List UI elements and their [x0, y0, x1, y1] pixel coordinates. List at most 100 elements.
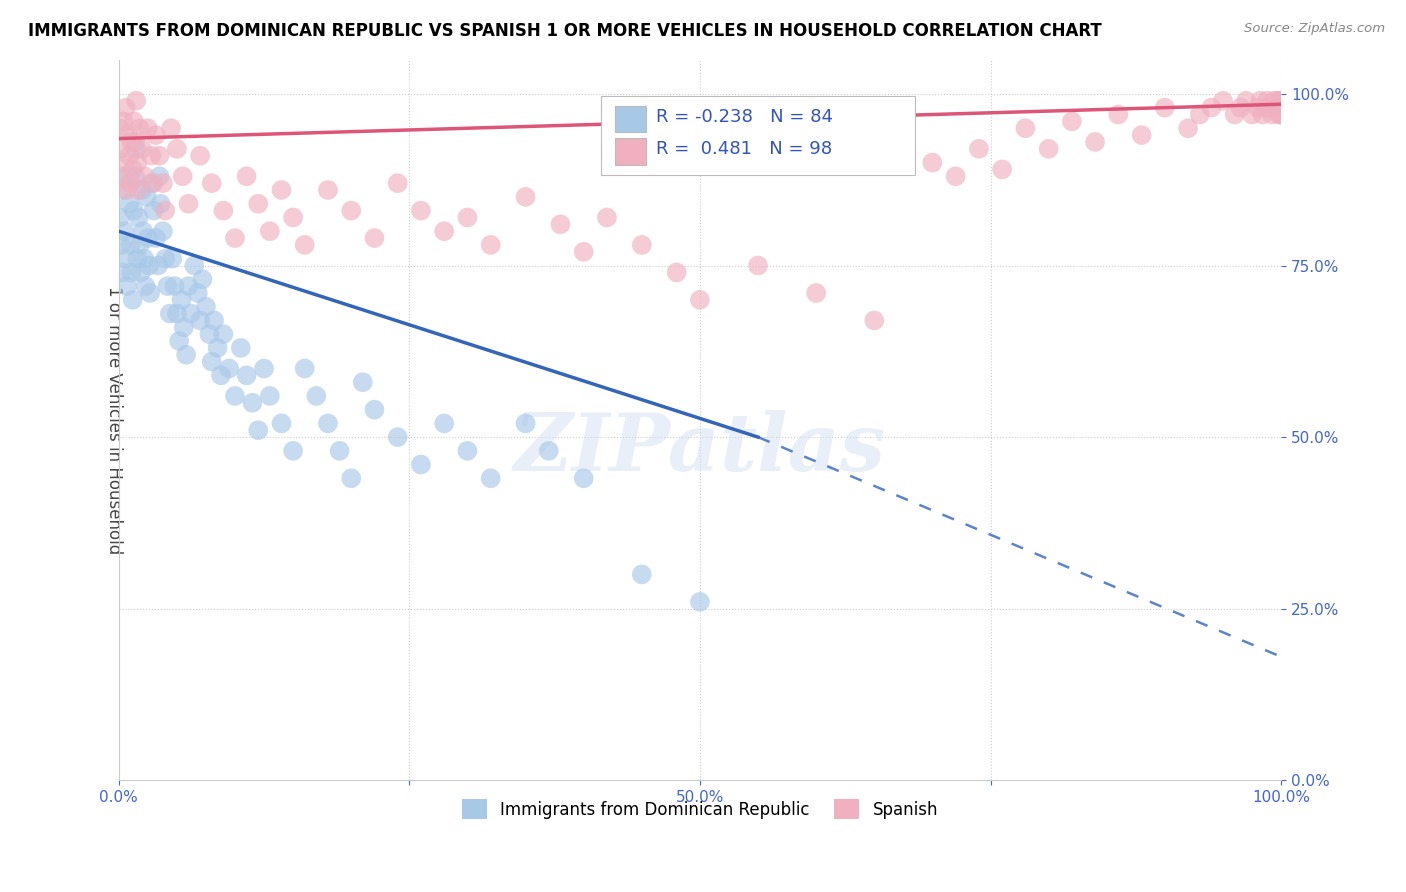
Point — [235, 368, 257, 383]
Point — [201, 176, 224, 190]
Point — [198, 327, 221, 342]
Point — [212, 203, 235, 218]
Point — [142, 203, 165, 218]
Point — [160, 252, 183, 266]
Point — [152, 176, 174, 190]
Point — [127, 155, 149, 169]
Point — [340, 471, 363, 485]
FancyBboxPatch shape — [614, 106, 647, 132]
Point — [209, 368, 232, 383]
Point — [247, 423, 270, 437]
Point — [596, 211, 619, 225]
Point — [148, 169, 170, 184]
Point — [1188, 107, 1211, 121]
Point — [131, 183, 153, 197]
Point — [1240, 107, 1263, 121]
Legend: Immigrants from Dominican Republic, Spanish: Immigrants from Dominican Republic, Span… — [456, 792, 945, 826]
Point — [537, 443, 560, 458]
Point — [128, 121, 150, 136]
Point — [1270, 94, 1292, 108]
Point — [141, 176, 163, 190]
Point — [515, 417, 537, 431]
Text: IMMIGRANTS FROM DOMINICAN REPUBLIC VS SPANISH 1 OR MORE VEHICLES IN HOUSEHOLD CO: IMMIGRANTS FROM DOMINICAN REPUBLIC VS SP… — [28, 22, 1102, 40]
Point — [124, 169, 146, 184]
Point — [1258, 101, 1281, 115]
Point — [1267, 94, 1289, 108]
Point — [177, 279, 200, 293]
Point — [1229, 101, 1251, 115]
Point — [1270, 107, 1292, 121]
Point — [294, 238, 316, 252]
Point — [259, 224, 281, 238]
Point — [316, 183, 339, 197]
Point — [863, 313, 886, 327]
Point — [136, 231, 159, 245]
Point — [456, 443, 478, 458]
Point — [630, 567, 652, 582]
Point — [1270, 101, 1292, 115]
Point — [921, 155, 943, 169]
Point — [1254, 101, 1277, 115]
Point — [433, 224, 456, 238]
Point — [118, 196, 141, 211]
Point — [945, 169, 967, 184]
Point — [128, 211, 150, 225]
Text: ZIPatlas: ZIPatlas — [513, 410, 886, 488]
Point — [117, 128, 139, 142]
Point — [212, 327, 235, 342]
Point — [270, 183, 292, 197]
Point — [242, 396, 264, 410]
Point — [281, 211, 304, 225]
Point — [1270, 94, 1292, 108]
Point — [172, 169, 194, 184]
Point — [1234, 94, 1257, 108]
Point — [149, 196, 172, 211]
Point — [247, 196, 270, 211]
Point — [747, 259, 769, 273]
Point — [207, 341, 229, 355]
Point — [1265, 101, 1288, 115]
Point — [409, 458, 432, 472]
Point — [1201, 101, 1223, 115]
Point — [1153, 101, 1175, 115]
Point — [235, 169, 257, 184]
Point — [1130, 128, 1153, 142]
Point — [259, 389, 281, 403]
Point — [191, 272, 214, 286]
Point — [114, 101, 136, 115]
Point — [134, 252, 156, 266]
Point — [145, 128, 167, 142]
Point — [572, 471, 595, 485]
FancyBboxPatch shape — [614, 138, 647, 165]
Point — [689, 595, 711, 609]
Point — [114, 252, 136, 266]
Point — [630, 238, 652, 252]
Point — [1060, 114, 1083, 128]
Point — [122, 114, 145, 128]
Point — [111, 169, 134, 184]
Point — [515, 190, 537, 204]
Point — [1256, 94, 1278, 108]
Point — [111, 265, 134, 279]
Point — [167, 334, 190, 348]
Point — [127, 252, 149, 266]
Point — [136, 121, 159, 136]
Point — [166, 307, 188, 321]
Point — [665, 265, 688, 279]
Point — [174, 348, 197, 362]
Point — [170, 293, 193, 307]
Point — [141, 149, 163, 163]
Point — [156, 279, 179, 293]
Point — [1268, 101, 1291, 115]
Point — [121, 135, 143, 149]
Point — [229, 341, 252, 355]
Point — [804, 285, 827, 300]
Point — [572, 244, 595, 259]
Point — [160, 121, 183, 136]
Point — [967, 142, 990, 156]
Point — [1270, 101, 1292, 115]
Point — [120, 176, 142, 190]
Point — [125, 94, 148, 108]
Point — [122, 203, 145, 218]
Point — [118, 149, 141, 163]
